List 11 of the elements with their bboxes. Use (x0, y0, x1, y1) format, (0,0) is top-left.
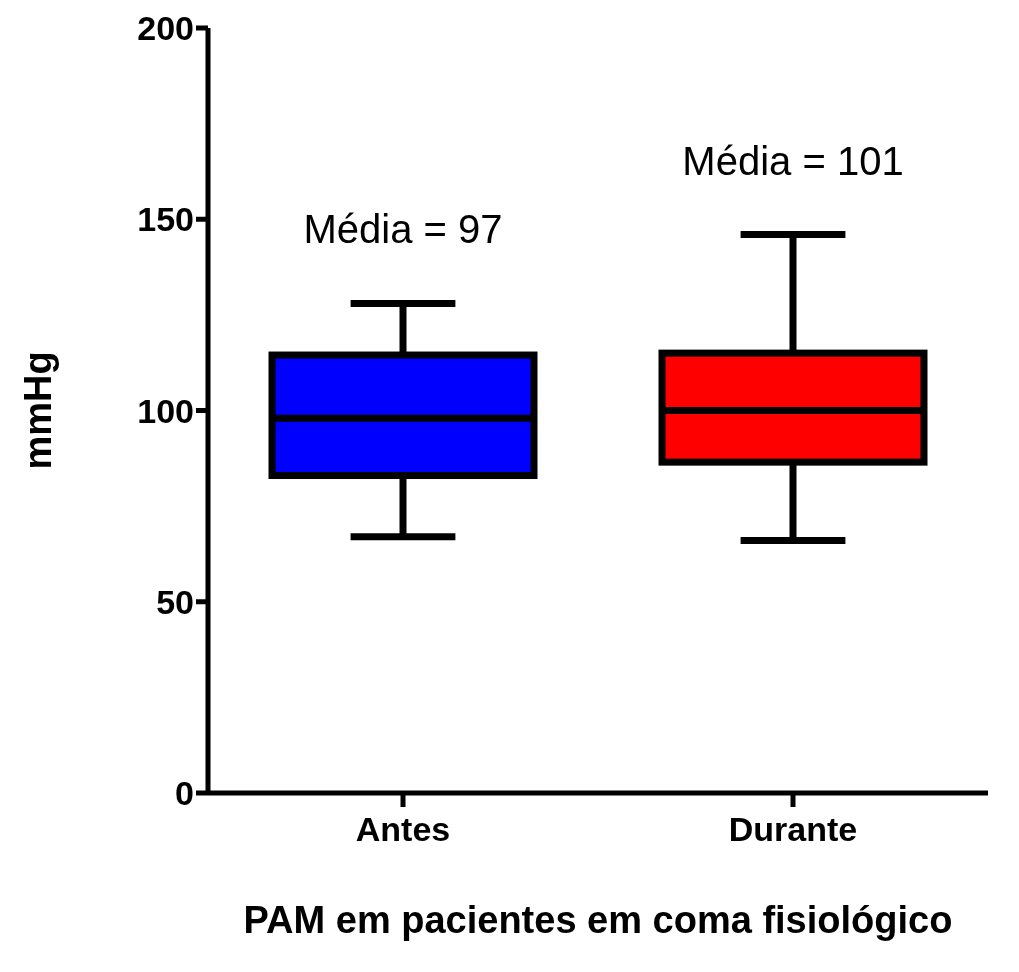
y-tick-label: 100 (137, 391, 194, 430)
x-axis-title: PAM em pacientes em coma fisiológico (243, 899, 953, 941)
y-tick-label: 50 (156, 582, 194, 621)
y-tick-label: 150 (137, 200, 194, 239)
y-tick-label: 0 (175, 774, 194, 813)
y-axis-title: mmHg (17, 351, 60, 470)
y-tick-label: 200 (137, 9, 194, 48)
annotation: Média = 101 (682, 138, 904, 183)
x-tick-label: Antes (355, 810, 451, 849)
x-tick-label: Durante (728, 810, 858, 849)
annotation: Média = 97 (303, 207, 503, 252)
